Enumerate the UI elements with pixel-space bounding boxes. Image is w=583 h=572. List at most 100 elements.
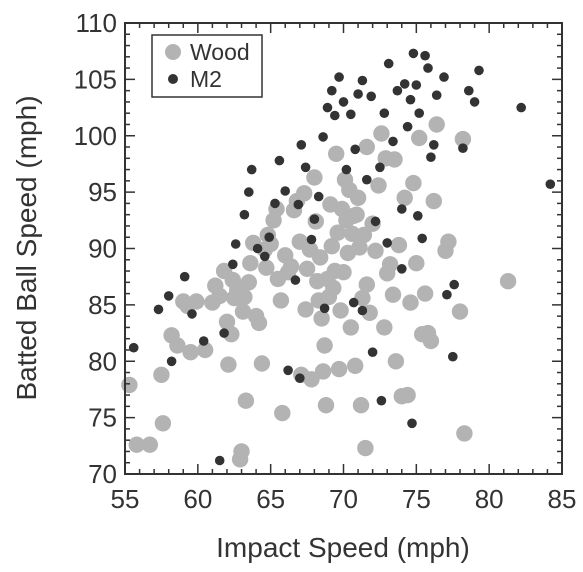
point-m2-47 <box>397 204 407 214</box>
point-wood-44 <box>282 258 300 275</box>
point-m2-49 <box>402 121 413 132</box>
point-wood-115 <box>428 116 445 133</box>
point-wood-107 <box>405 174 422 192</box>
point-wood-31 <box>250 314 268 332</box>
point-wood-50 <box>297 301 314 318</box>
point-m2-12 <box>244 187 254 197</box>
point-wood-82 <box>347 357 364 374</box>
point-m2-20 <box>283 365 293 376</box>
point-m2-72 <box>367 347 378 358</box>
point-m2-78 <box>357 305 368 316</box>
legend-label-wood: Wood <box>190 39 250 65</box>
point-wood-98 <box>381 256 399 273</box>
point-wood-113 <box>422 332 440 350</box>
point-wood-121 <box>499 273 517 290</box>
point-wood-66 <box>323 238 340 255</box>
point-m2-45 <box>388 136 398 147</box>
point-wood-74 <box>335 264 352 281</box>
point-m2-6 <box>198 336 209 346</box>
point-m2-71 <box>376 395 387 406</box>
point-m2-34 <box>341 164 352 175</box>
point-wood-49 <box>296 185 313 202</box>
point-m2-5 <box>187 309 197 319</box>
point-wood-28 <box>242 255 259 272</box>
x-tick-label-60: 60 <box>183 484 212 514</box>
point-wood-122 <box>358 138 375 156</box>
point-m2-4 <box>179 271 190 282</box>
points-layer <box>121 48 556 468</box>
point-wood-1 <box>128 436 145 453</box>
point-wood-105 <box>399 386 416 404</box>
point-m2-62 <box>448 351 458 362</box>
point-m2-52 <box>411 80 422 90</box>
point-m2-76 <box>397 264 407 274</box>
point-wood-85 <box>351 239 368 256</box>
point-m2-40 <box>366 91 377 102</box>
point-m2-57 <box>426 152 436 162</box>
point-m2-27 <box>313 191 324 202</box>
point-wood-9 <box>182 344 199 361</box>
y-tick-label-110: 110 <box>76 8 117 38</box>
point-m2-9 <box>228 259 238 270</box>
point-wood-89 <box>357 439 374 457</box>
point-m2-11 <box>239 209 250 220</box>
point-m2-32 <box>334 72 344 82</box>
ticks-layer <box>124 22 563 475</box>
point-wood-109 <box>411 129 428 147</box>
point-m2-44 <box>383 58 394 69</box>
point-wood-123 <box>377 150 394 167</box>
point-m2-25 <box>306 234 317 245</box>
point-wood-26 <box>237 392 255 409</box>
point-wood-83 <box>348 206 365 223</box>
point-wood-3 <box>153 366 170 383</box>
point-wood-40 <box>272 292 290 309</box>
legend-marker-m2 <box>168 74 178 84</box>
point-m2-75 <box>295 373 305 384</box>
tick-labels-layer: 55 60 65 70 75 80 85 70 75 80 85 90 95 100 105 110 <box>74 8 577 514</box>
point-m2-54 <box>417 233 428 244</box>
point-m2-3 <box>166 356 177 367</box>
point-wood-106 <box>402 294 419 311</box>
point-m2-16 <box>264 232 275 242</box>
point-m2-70 <box>407 418 417 429</box>
point-m2-63 <box>449 279 460 290</box>
point-m2-41 <box>370 216 381 227</box>
point-m2-60 <box>439 72 449 82</box>
point-m2-50 <box>405 94 416 105</box>
point-wood-117 <box>440 233 457 250</box>
point-wood-71 <box>330 360 348 378</box>
point-wood-23 <box>233 443 250 460</box>
point-wood-62 <box>317 397 335 414</box>
point-wood-108 <box>408 255 425 272</box>
y-tick-label-75: 75 <box>88 403 117 433</box>
point-wood-120 <box>456 425 473 442</box>
point-m2-26 <box>309 214 320 224</box>
point-wood-79 <box>342 319 359 336</box>
point-m2-1 <box>153 304 164 315</box>
point-m2-14 <box>252 243 263 254</box>
point-m2-48 <box>399 79 410 89</box>
point-wood-93 <box>367 242 384 259</box>
point-m2-2 <box>163 291 174 301</box>
point-m2-24 <box>300 162 311 173</box>
point-wood-34 <box>258 259 275 276</box>
point-m2-55 <box>420 50 430 61</box>
legend-marker-wood <box>165 44 181 60</box>
point-m2-36 <box>350 144 361 155</box>
y-tick-label-100: 100 <box>74 121 117 151</box>
point-wood-41 <box>274 404 291 422</box>
point-wood-102 <box>390 236 408 254</box>
point-m2-13 <box>246 164 257 175</box>
point-wood-94 <box>370 177 387 194</box>
point-wood-114 <box>425 192 442 210</box>
point-wood-11 <box>196 341 214 359</box>
point-wood-60 <box>314 363 332 380</box>
point-wood-101 <box>387 353 405 370</box>
point-wood-118 <box>451 303 469 320</box>
point-m2-8 <box>219 328 229 338</box>
point-m2-29 <box>322 102 333 113</box>
point-wood-54 <box>306 169 323 186</box>
y-tick-label-90: 90 <box>88 234 117 264</box>
legend-label-m2: M2 <box>190 66 222 92</box>
y-tick-label-80: 80 <box>88 346 117 376</box>
